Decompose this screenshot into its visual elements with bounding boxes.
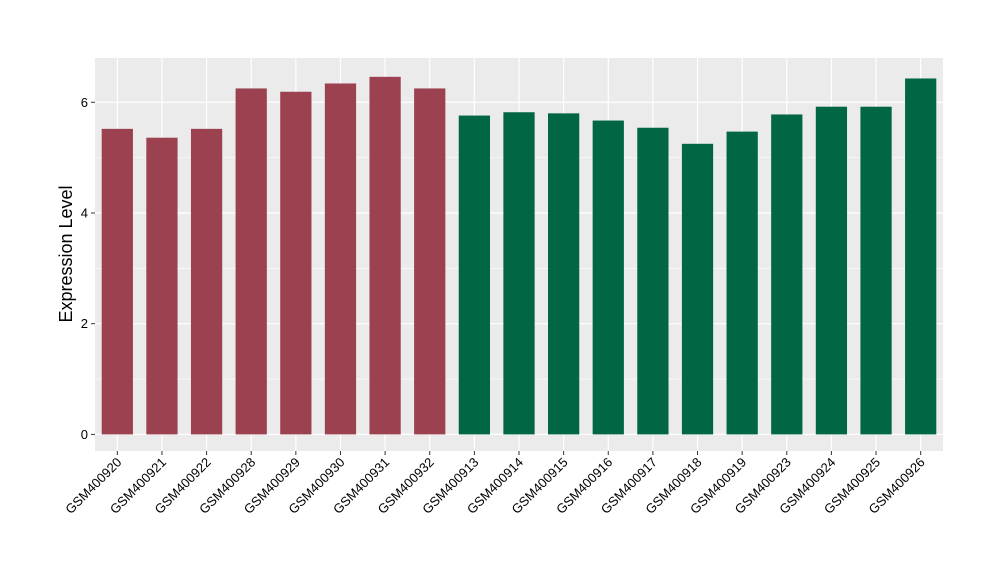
bars-layer [101, 76, 937, 435]
y-tick-label: 2 [81, 316, 88, 331]
bar-GSM400925 [860, 106, 892, 435]
y-tick-label: 6 [81, 95, 88, 110]
bar-GSM400913 [458, 115, 490, 435]
bar-GSM400914 [503, 112, 535, 435]
bar-GSM400917 [637, 127, 669, 435]
bar-GSM400915 [548, 113, 580, 435]
bar-GSM400920 [101, 128, 133, 435]
bar-GSM400921 [146, 137, 178, 435]
bar-GSM400924 [815, 106, 848, 435]
bar-GSM400930 [324, 83, 357, 435]
bar-GSM400926 [905, 78, 937, 435]
y-tick-label: 4 [81, 205, 88, 220]
bar-GSM400923 [771, 114, 803, 435]
x-axis: GSM400920GSM400921GSM400922GSM400928GSM4… [62, 451, 928, 517]
bar-GSM400932 [414, 88, 446, 435]
y-tick-label: 0 [81, 427, 88, 442]
bar-GSM400918 [681, 143, 714, 435]
bar-GSM400922 [190, 128, 223, 435]
bar-GSM400919 [726, 131, 758, 435]
y-axis: 0 2 4 6 [81, 95, 95, 442]
y-axis-title: Expression Level [56, 185, 76, 322]
bar-GSM400931 [369, 76, 401, 435]
bar-GSM400928 [235, 88, 267, 435]
bar-GSM400916 [592, 120, 624, 435]
bar-GSM400929 [280, 91, 312, 435]
